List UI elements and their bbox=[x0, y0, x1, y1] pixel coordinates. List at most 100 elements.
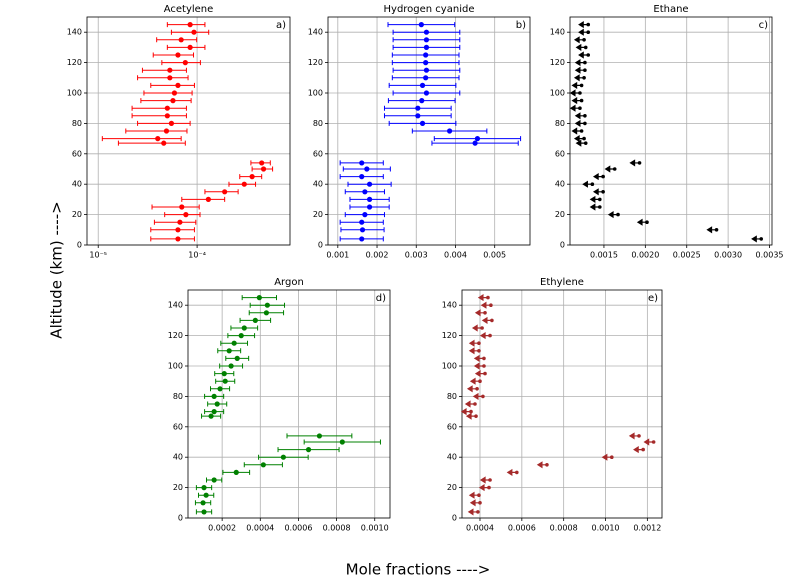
x-tick-label: 0.0012 bbox=[633, 524, 661, 533]
data-point bbox=[582, 38, 586, 42]
data-point bbox=[217, 386, 223, 392]
data-point bbox=[583, 68, 587, 72]
error-bar bbox=[153, 219, 197, 225]
data-point bbox=[362, 189, 368, 195]
data-point bbox=[583, 141, 588, 145]
data-point bbox=[419, 98, 425, 104]
y-tick-label: 80 bbox=[313, 119, 323, 128]
y-tick-label: 20 bbox=[313, 210, 323, 219]
data-point bbox=[222, 189, 228, 195]
x-tick-label: 0.004 bbox=[444, 251, 467, 260]
y-tick-label: 40 bbox=[555, 180, 565, 189]
data-point bbox=[480, 326, 484, 330]
data-point bbox=[366, 196, 373, 202]
x-tick-label: 0.0002 bbox=[208, 524, 236, 533]
data-point bbox=[423, 29, 430, 35]
y-tick-label: 140 bbox=[67, 28, 82, 37]
error-bar bbox=[140, 98, 192, 104]
plot-area bbox=[87, 17, 290, 245]
data-point bbox=[155, 136, 161, 142]
y-tick-label: 140 bbox=[550, 28, 565, 37]
data-point bbox=[241, 181, 247, 187]
data-point bbox=[423, 37, 430, 43]
x-tick-label: 0.0015 bbox=[590, 251, 618, 260]
x-tick-label: 0.0025 bbox=[673, 251, 701, 260]
data-point bbox=[175, 227, 181, 233]
error-bar bbox=[131, 113, 187, 119]
data-point bbox=[490, 318, 494, 323]
y-tick-label: 100 bbox=[168, 362, 183, 371]
data-point bbox=[586, 30, 591, 34]
error-bar bbox=[137, 120, 191, 126]
data-point bbox=[482, 356, 486, 361]
data-point bbox=[645, 220, 649, 224]
data-point bbox=[478, 379, 482, 384]
data-point bbox=[612, 167, 617, 171]
data-point bbox=[179, 204, 185, 210]
data-point bbox=[601, 174, 605, 179]
y-tick-label: 0 bbox=[318, 241, 323, 250]
data-point bbox=[233, 469, 239, 475]
panel-label: c) bbox=[759, 20, 768, 31]
plot-frame bbox=[327, 16, 531, 246]
error-bar bbox=[150, 227, 195, 233]
panel-label: e) bbox=[648, 293, 658, 304]
y-tick-label: 0 bbox=[178, 514, 183, 523]
error-bar bbox=[164, 212, 201, 218]
chart-title: Argon bbox=[274, 277, 304, 288]
data-point bbox=[616, 212, 620, 217]
x-tick-label: 0.0004 bbox=[466, 524, 494, 533]
y-tick-label: 120 bbox=[67, 58, 82, 67]
error-bar bbox=[181, 196, 226, 202]
panel-label: a) bbox=[276, 20, 286, 31]
data-point bbox=[163, 128, 170, 134]
y-axis-label: Altitude (km) ----> bbox=[48, 201, 66, 338]
data-point bbox=[472, 140, 478, 146]
data-point bbox=[583, 114, 587, 118]
data-point bbox=[228, 363, 234, 369]
data-point bbox=[211, 409, 217, 415]
x-tick-label: 0.0030 bbox=[714, 251, 742, 260]
data-point bbox=[423, 90, 430, 96]
data-point bbox=[477, 349, 481, 353]
data-point bbox=[256, 295, 262, 301]
y-tick-label: 100 bbox=[308, 89, 323, 98]
error-bar bbox=[166, 22, 206, 28]
y-tick-label: 80 bbox=[555, 119, 565, 128]
data-point bbox=[545, 463, 549, 467]
data-point bbox=[205, 196, 211, 202]
chart-title: Ethane bbox=[653, 4, 688, 15]
data-point bbox=[167, 75, 173, 81]
y-tick-label: 140 bbox=[168, 301, 183, 310]
data-point bbox=[637, 161, 642, 165]
x-tick-label: 0.0006 bbox=[284, 524, 312, 533]
y-tick-label: 20 bbox=[173, 483, 183, 492]
data-point bbox=[583, 45, 588, 50]
data-point bbox=[598, 205, 602, 209]
y-tick-label: 0 bbox=[560, 241, 565, 250]
data-point bbox=[488, 478, 492, 482]
data-point bbox=[164, 105, 170, 111]
error-bar bbox=[166, 44, 206, 50]
data-point bbox=[211, 477, 217, 483]
data-point bbox=[168, 120, 175, 126]
data-point bbox=[359, 174, 365, 180]
y-tick-label: 0 bbox=[77, 241, 82, 250]
error-bar bbox=[117, 140, 186, 146]
data-point bbox=[598, 197, 602, 202]
y-tick-label: 60 bbox=[173, 422, 183, 431]
error-bar bbox=[151, 204, 200, 210]
chart-title: Acetylene bbox=[164, 4, 214, 15]
data-point bbox=[241, 325, 247, 331]
y-tick-label: 60 bbox=[313, 149, 323, 158]
data-point bbox=[423, 60, 429, 66]
data-point bbox=[366, 181, 373, 187]
error-bar bbox=[170, 29, 210, 35]
data-point bbox=[280, 454, 286, 460]
data-point bbox=[339, 439, 345, 445]
y-tick-label: 120 bbox=[442, 331, 457, 340]
data-point bbox=[579, 129, 584, 133]
data-point bbox=[419, 120, 426, 126]
x-tick-label: 0.0020 bbox=[631, 251, 659, 260]
data-point bbox=[359, 227, 366, 233]
